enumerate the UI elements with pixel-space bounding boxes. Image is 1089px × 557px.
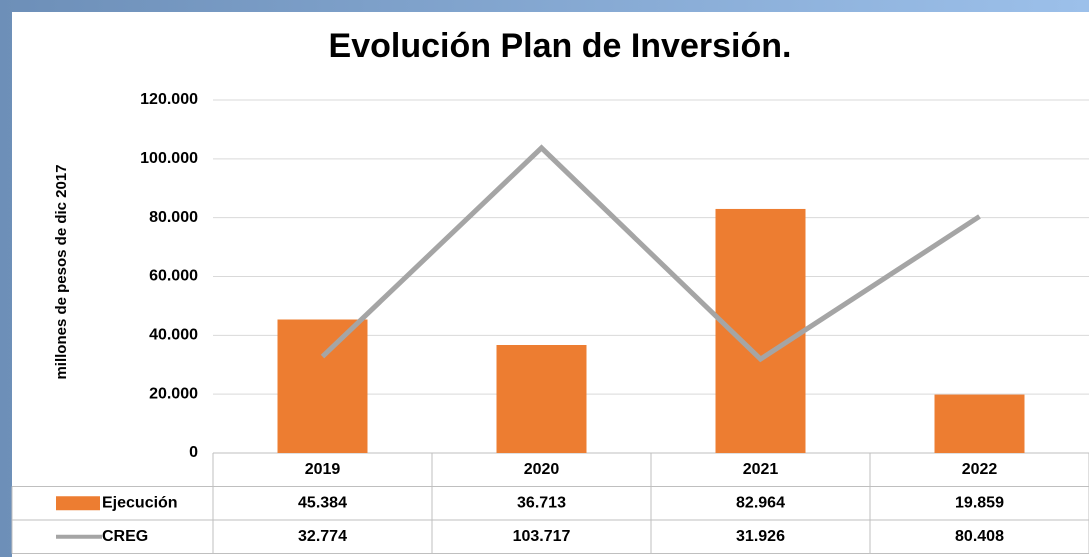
legend-swatch	[56, 496, 100, 510]
y-tick-label: 120.000	[140, 91, 198, 108]
x-tick-label: 2022	[962, 461, 998, 478]
legend-label: Ejecución	[102, 494, 178, 511]
data-label: 32.774	[298, 528, 347, 545]
y-tick-label: 20.000	[149, 385, 198, 402]
y-tick-label: 80.000	[149, 209, 198, 226]
bar	[935, 395, 1025, 453]
data-label: 82.964	[736, 494, 785, 511]
bar	[278, 319, 368, 453]
data-label: 103.717	[513, 528, 571, 545]
bar	[497, 345, 587, 453]
y-tick-label: 40.000	[149, 327, 198, 344]
chart: Evolución Plan de Inversión. millones de…	[0, 0, 1089, 557]
y-tick-label: 100.000	[140, 150, 198, 167]
data-label: 19.859	[955, 494, 1004, 511]
page: {"chart_data": { "type": "bar-line", "ti…	[0, 0, 1089, 557]
data-label: 31.926	[736, 528, 785, 545]
data-label: 80.408	[955, 528, 1004, 545]
y-tick-label: 0	[189, 444, 198, 461]
legend-label: CREG	[102, 528, 148, 545]
data-label: 45.384	[298, 494, 347, 511]
chart-title: Evolución Plan de Inversión.	[329, 27, 792, 65]
x-tick-label: 2020	[524, 461, 560, 478]
y-axis-label: millones de pesos de dic 2017	[53, 164, 70, 379]
x-tick-label: 2019	[305, 461, 341, 478]
data-label: 36.713	[517, 494, 566, 511]
y-tick-label: 60.000	[149, 268, 198, 285]
x-tick-label: 2021	[743, 461, 779, 478]
